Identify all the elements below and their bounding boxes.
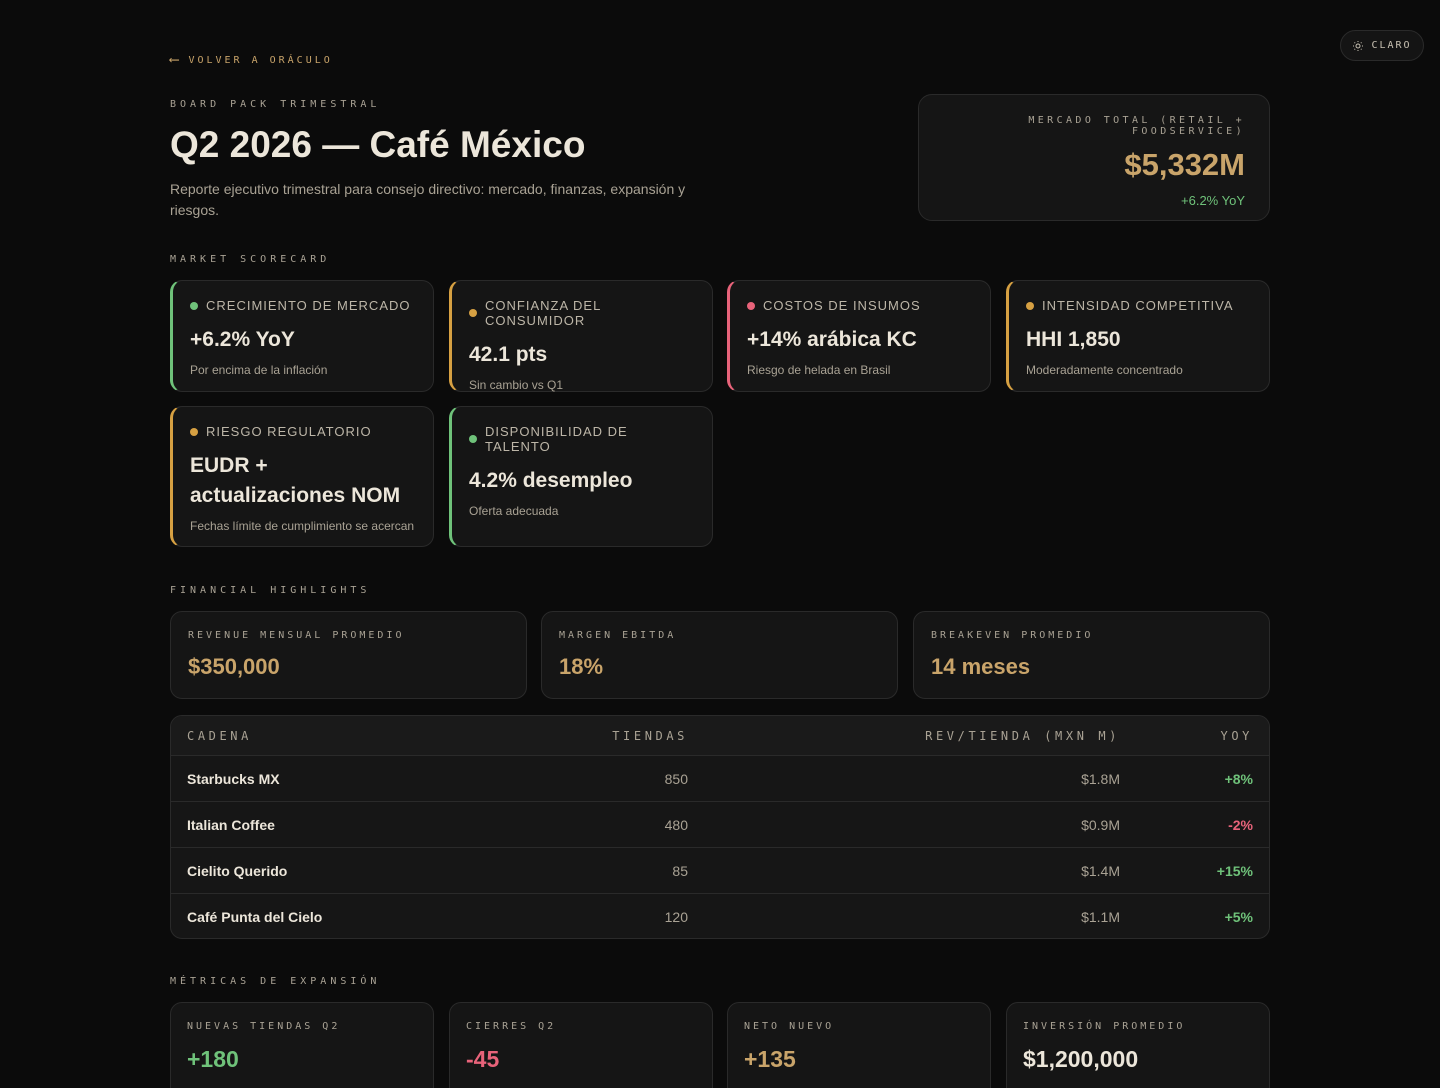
market-total-card: MERCADO TOTAL (RETAIL + FOODSERVICE) $5,…	[918, 94, 1270, 221]
scorecard-note: Fechas límite de cumplimiento se acercan	[190, 519, 415, 533]
cell-stores: 480	[664, 816, 688, 833]
expansion-card-value: -45	[466, 1046, 500, 1072]
expansion-card: NETO NUEVO +135	[727, 1002, 991, 1088]
financial-card: MARGEN EBITDA 18%	[541, 611, 898, 699]
page-description: Reporte ejecutivo trimestral para consej…	[170, 181, 686, 218]
financial-card-value: 18%	[559, 654, 604, 679]
table-row: Cielito Querido 85 $1.4M +15%	[171, 847, 1269, 893]
column-header-rev[interactable]: REV/TIENDA (MXN M)	[925, 728, 1120, 743]
theme-toggle-label: CLARO	[1371, 40, 1412, 51]
column-header-stores[interactable]: TIENDAS	[612, 728, 688, 743]
cell-stores: 850	[664, 770, 688, 787]
chain-table: CADENA TIENDAS REV/TIENDA (MXN M) YOY St…	[170, 715, 1270, 939]
status-dot	[190, 427, 198, 436]
scorecard-title: CONFIANZA DEL CONSUMIDOR	[485, 298, 601, 328]
cell-chain: Café Punta del Cielo	[187, 908, 323, 925]
scorecard-note: Sin cambio vs Q1	[469, 378, 564, 392]
cell-chain: Italian Coffee	[187, 816, 275, 833]
cell-rev: $0.9M	[1081, 816, 1120, 833]
scorecard-value: +6.2% YoY	[190, 328, 295, 351]
expansion-card: INVERSIÓN PROMEDIO $1,200,000	[1006, 1002, 1270, 1088]
financial-card: REVENUE MENSUAL PROMEDIO $350,000	[170, 611, 527, 699]
table-row: Café Punta del Cielo 120 $1.1M +5%	[171, 893, 1269, 938]
cell-rev: $1.8M	[1081, 770, 1120, 787]
sun-icon	[1353, 40, 1364, 51]
cell-chain: Starbucks MX	[187, 770, 280, 787]
table-row: Starbucks MX 850 $1.8M +8%	[171, 755, 1269, 801]
scorecard-section-label: MARKET SCORECARD	[170, 254, 331, 265]
cell-chain: Cielito Querido	[187, 862, 288, 879]
scorecard-card: RIESGO REGULATORIO EUDR + actualizacione…	[170, 406, 434, 547]
scorecard-value: +14% arábica KC	[747, 328, 917, 351]
scorecard-value: HHI 1,850	[1026, 328, 1121, 351]
scorecard-card: INTENSIDAD COMPETITIVA HHI 1,850 Moderad…	[1006, 280, 1270, 392]
scorecard-value: 42.1 pts	[469, 343, 548, 366]
financial-section-label: FINANCIAL HIGHLIGHTS	[170, 585, 371, 596]
theme-toggle-button[interactable]: CLARO	[1340, 30, 1424, 61]
back-link[interactable]: ⟵ VOLVER A ORÁCULO	[170, 52, 333, 68]
expansion-card-value: $1,200,000	[1023, 1046, 1139, 1072]
column-header-yoy[interactable]: YOY	[1220, 728, 1253, 743]
financial-card-label: BREAKEVEN PROMEDIO	[931, 630, 1094, 641]
scorecard-card: CONFIANZA DEL CONSUMIDOR 42.1 pts Sin ca…	[449, 280, 713, 392]
scorecard-card: CRECIMIENTO DE MERCADO +6.2% YoY Por enc…	[170, 280, 434, 392]
page-eyebrow: BOARD PACK TRIMESTRAL	[170, 99, 381, 110]
cell-yoy: -2%	[1228, 816, 1253, 833]
market-total-delta: +6.2% YoY	[1181, 193, 1245, 208]
cell-stores: 85	[672, 862, 688, 879]
scorecard-title: CRECIMIENTO DE MERCADO	[206, 298, 411, 313]
status-dot	[190, 301, 198, 310]
cell-yoy: +8%	[1224, 770, 1253, 787]
scorecard-note: Moderadamente concentrado	[1026, 363, 1183, 377]
financial-card-value: 14 meses	[931, 654, 1031, 679]
expansion-card-label: NETO NUEVO	[744, 1021, 835, 1032]
back-link-label: VOLVER A ORÁCULO	[188, 54, 333, 66]
status-dot	[469, 309, 477, 317]
financial-card: BREAKEVEN PROMEDIO 14 meses	[913, 611, 1270, 699]
arrow-left-icon: ⟵	[170, 52, 179, 68]
cell-stores: 120	[664, 908, 688, 925]
financial-card-value: $350,000	[188, 654, 280, 679]
scorecard-title: COSTOS DE INSUMOS	[763, 298, 921, 313]
cell-yoy: +5%	[1224, 908, 1253, 925]
scorecard-note: Oferta adecuada	[469, 504, 559, 518]
scorecard-title: DISPONIBILIDAD DE TALENTO	[485, 424, 628, 454]
expansion-card-value: +180	[187, 1046, 239, 1072]
table-row: Italian Coffee 480 $0.9M -2%	[171, 801, 1269, 847]
financial-card-label: REVENUE MENSUAL PROMEDIO	[188, 630, 405, 641]
expansion-section-label: MÉTRICAS DE EXPANSIÓN	[170, 976, 381, 987]
column-header-chain[interactable]: CADENA	[187, 728, 252, 743]
scorecard-card: DISPONIBILIDAD DE TALENTO 4.2% desempleo…	[449, 406, 713, 547]
cell-rev: $1.4M	[1081, 862, 1120, 879]
cell-rev: $1.1M	[1081, 908, 1120, 925]
scorecard-card: COSTOS DE INSUMOS +14% arábica KC Riesgo…	[727, 280, 991, 392]
expansion-card-value: +135	[744, 1046, 796, 1072]
market-total-label: MERCADO TOTAL (RETAIL + FOODSERVICE)	[1028, 115, 1245, 137]
status-dot	[469, 435, 477, 443]
cell-yoy: +15%	[1216, 862, 1253, 879]
page-title: Q2 2026 — Café México	[170, 124, 586, 165]
status-dot	[747, 301, 755, 310]
market-total-value: $5,332M	[1124, 147, 1245, 182]
scorecard-title: RIESGO REGULATORIO	[206, 424, 372, 439]
expansion-card: CIERRES Q2 -45	[449, 1002, 713, 1088]
expansion-card-label: CIERRES Q2	[466, 1021, 557, 1032]
expansion-card: NUEVAS TIENDAS Q2 +180	[170, 1002, 434, 1088]
scorecard-note: Por encima de la inflación	[190, 363, 328, 377]
scorecard-value: EUDR + actualizaciones NOM	[190, 454, 401, 507]
expansion-card-label: NUEVAS TIENDAS Q2	[187, 1021, 341, 1032]
scorecard-title: INTENSIDAD COMPETITIVA	[1042, 298, 1234, 313]
financial-card-label: MARGEN EBITDA	[559, 630, 677, 641]
expansion-card-label: INVERSIÓN PROMEDIO	[1023, 1021, 1186, 1032]
scorecard-note: Riesgo de helada en Brasil	[747, 363, 891, 377]
table-header-row: CADENA TIENDAS REV/TIENDA (MXN M) YOY	[171, 716, 1269, 755]
status-dot	[1026, 301, 1034, 310]
scorecard-value: 4.2% desempleo	[469, 469, 633, 492]
